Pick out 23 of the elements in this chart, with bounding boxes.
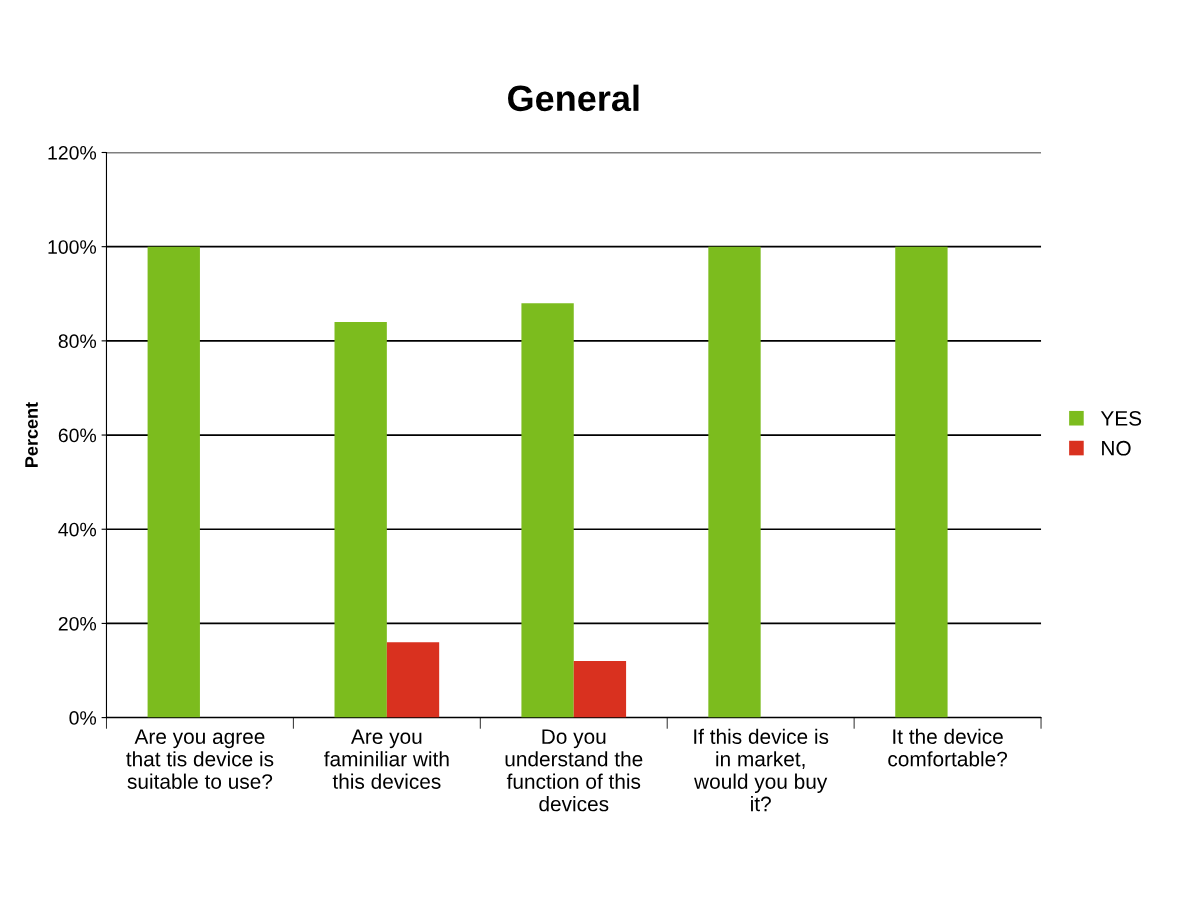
y-tick-label: 100% (48, 240, 97, 254)
y-tick-label: 60% (58, 428, 97, 443)
y-axis-title: Percent (25, 402, 38, 467)
chart-title: General (508, 84, 639, 112)
x-tick-label: Are you faminiliar with this devices (324, 729, 449, 789)
y-tick-label: 120% (48, 145, 97, 160)
y-tick-label: 0% (69, 711, 97, 725)
bar (895, 246, 948, 718)
bar (334, 322, 387, 718)
y-tick-label: 80% (58, 334, 97, 349)
bar (521, 303, 574, 718)
bar (708, 246, 761, 718)
bar (386, 642, 440, 718)
x-tick-label: If this device is in market, would you buy it? (694, 728, 829, 812)
legend-label: NO (1102, 440, 1131, 456)
y-tick-label: 20% (58, 616, 97, 631)
y-tick-label: 40% (58, 522, 97, 537)
legend-label: YES (1100, 410, 1142, 426)
bar (147, 246, 200, 718)
bar (573, 661, 627, 718)
x-tick-label: Are you agree that tis device is suitable to use? (126, 729, 274, 789)
x-tick-label: Do you understand the function of this devices (505, 729, 643, 812)
x-tick-label: It the device comfortable? (888, 728, 1008, 767)
